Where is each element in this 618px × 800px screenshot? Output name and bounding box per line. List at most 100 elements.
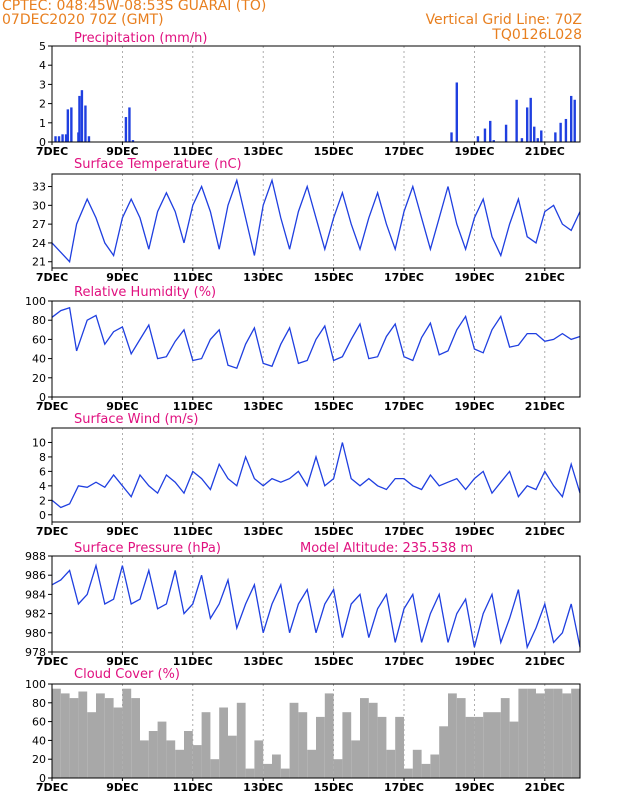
- y-tick-label: 1: [39, 117, 46, 130]
- cloud-bar: [140, 740, 149, 778]
- y-tick-label: 24: [32, 237, 46, 250]
- page-header: CPTEC: 048:45W-08:53S GUARAI (TO) 07DEC2…: [0, 0, 618, 46]
- precip-bar: [455, 82, 458, 142]
- cloud-bar: [571, 688, 580, 778]
- precip-bar: [529, 97, 532, 142]
- y-tick-label: 80: [32, 697, 46, 710]
- precip-bar: [87, 136, 91, 142]
- y-tick-label: 0: [39, 136, 46, 149]
- cloud-bar: [324, 693, 334, 778]
- x-tick-label: 11DEC: [173, 400, 213, 413]
- precip-bar: [515, 99, 518, 142]
- chart-panel: 0 20 40 60 80 100 7DEC 9DEC 11DEC 13DEC 15DEC 17DEC…: [25, 285, 581, 413]
- cloud-bar: [263, 763, 272, 778]
- chart-title: Surface Wind (m/s): [74, 412, 198, 427]
- precip-bar: [450, 132, 453, 142]
- cloud-bar: [421, 763, 431, 778]
- cloud-bar: [562, 693, 572, 778]
- chart-title: Relative Humidity (%): [74, 285, 216, 300]
- x-tick-label: 9DEC: [106, 400, 138, 413]
- y-tick-label: 100: [25, 678, 46, 691]
- chart-title: Surface Temperature (nC): [74, 157, 242, 172]
- y-tick-label: 33: [32, 181, 46, 194]
- precip-bar: [492, 140, 495, 142]
- cloud-bar: [69, 698, 79, 778]
- precip-bar: [64, 134, 68, 142]
- x-tick-label: 19DEC: [454, 145, 494, 158]
- run-date: 07DEC2020 70Z (GMT): [2, 12, 164, 28]
- cloud-bar: [254, 740, 264, 778]
- precip-bar: [540, 130, 543, 142]
- y-tick-label: 5: [39, 40, 46, 53]
- y-tick-label: 4: [39, 59, 46, 72]
- series-line: [51, 306, 581, 370]
- cloud-bar: [122, 688, 132, 778]
- precip-bar: [124, 117, 128, 142]
- x-tick-label: 11DEC: [173, 271, 213, 284]
- y-tick-label: 40: [32, 734, 46, 747]
- plot-frame: [51, 427, 581, 523]
- cloud-bar: [430, 754, 440, 778]
- y-tick-label: 80: [32, 314, 46, 327]
- cloud-bar: [78, 691, 88, 778]
- x-tick-label: 17DEC: [384, 525, 424, 538]
- y-tick-label: 984: [25, 588, 46, 601]
- precip-bar: [526, 107, 529, 142]
- precip-bar: [66, 109, 70, 142]
- cloud-bar: [465, 716, 475, 778]
- cloud-bar: [104, 698, 114, 778]
- y-tick-label: 21: [32, 256, 46, 269]
- precip-bar: [533, 126, 536, 142]
- cloud-bar: [386, 749, 396, 778]
- y-tick-label: 0: [39, 391, 46, 404]
- cloud-bar: [316, 716, 325, 778]
- chart-panel: 0 1 2 3 4 5 7DEC 9DEC 11DEC 13DEC 15DEC 17DEC 19DEC 2…: [36, 31, 581, 158]
- cloud-bar: [395, 716, 404, 778]
- cloud-bar: [52, 688, 61, 778]
- series-line: [51, 177, 581, 264]
- model-altitude: Model Altitude: 235.538 m: [300, 541, 473, 556]
- precip-bar: [520, 138, 524, 142]
- cloud-bar: [492, 712, 501, 778]
- x-tick-label: 13DEC: [243, 271, 283, 284]
- x-tick-label: 11DEC: [173, 145, 213, 158]
- x-tick-label: 21DEC: [525, 400, 565, 413]
- cloud-bar: [527, 688, 536, 778]
- chart-panel: 0 24 68 10 7DEC 9DEC 11DEC 13DEC 15DEC 17DEC 19DEC…: [32, 412, 581, 538]
- y-tick-label: 978: [25, 646, 46, 659]
- cloud-bar: [553, 688, 563, 778]
- x-tick-label: 15DEC: [314, 145, 354, 158]
- cloud-bar: [113, 707, 123, 778]
- x-tick-label: 15DEC: [314, 525, 354, 538]
- x-tick-label: 13DEC: [243, 525, 283, 538]
- cloud-bar: [166, 740, 176, 778]
- x-tick-label: 9DEC: [106, 145, 138, 158]
- y-tick-label: 4: [39, 480, 46, 493]
- precip-bar: [570, 95, 573, 142]
- cloud-bar: [298, 712, 308, 778]
- cloud-bar: [96, 693, 105, 778]
- x-tick-label: 11DEC: [173, 655, 213, 668]
- x-tick-label: 17DEC: [384, 781, 424, 794]
- cloud-bar: [509, 721, 519, 778]
- y-tick-label: 982: [25, 608, 46, 621]
- chart-title: Cloud Cover (%): [74, 667, 180, 682]
- y-tick-label: 20: [32, 372, 46, 385]
- y-tick-label: 60: [32, 333, 46, 346]
- series-line: [51, 563, 581, 650]
- cloud-bar: [377, 716, 387, 778]
- precip-bar: [573, 99, 576, 142]
- cloud-bar: [236, 702, 246, 778]
- x-tick-label: 19DEC: [454, 271, 494, 284]
- cloud-bar: [333, 759, 343, 778]
- x-tick-label: 19DEC: [454, 525, 494, 538]
- x-tick-label: 21DEC: [525, 271, 565, 284]
- cloud-bar: [272, 754, 281, 778]
- cloud-bar: [307, 749, 316, 778]
- y-tick-label: 27: [32, 218, 46, 231]
- cloud-bar: [184, 731, 193, 778]
- x-tick-label: 21DEC: [525, 655, 565, 668]
- chart-panel: 978 980 982 984 986 988 7DEC 9DEC 11DEC 13DEC 15DE…: [25, 541, 581, 668]
- grid-line-note: Vertical Grid Line: 70Z: [425, 12, 582, 28]
